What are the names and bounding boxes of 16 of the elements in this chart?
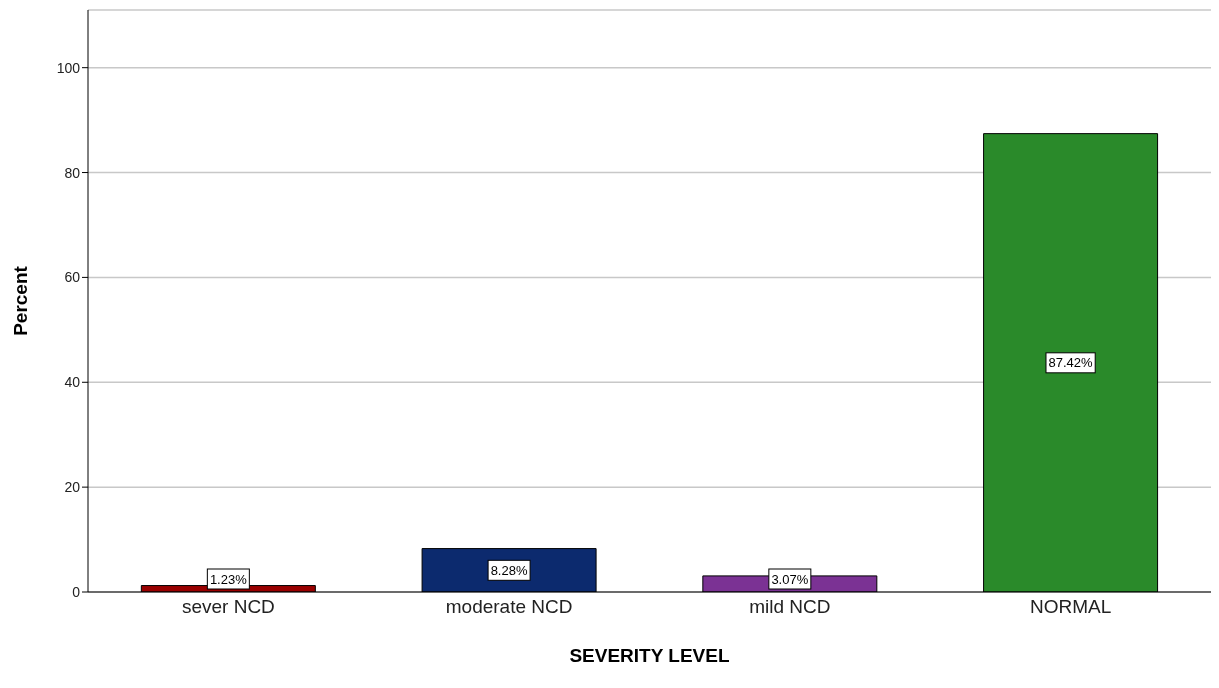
y-tick-label: 60 bbox=[64, 269, 81, 286]
x-tick-label: sever NCD bbox=[181, 596, 275, 618]
y-tick-label: 80 bbox=[64, 164, 81, 181]
y-tick-label: 40 bbox=[64, 374, 81, 391]
x-tick-label: mild NCD bbox=[749, 596, 831, 618]
y-tick-label: 100 bbox=[56, 59, 81, 76]
data-label: 8.28% bbox=[490, 562, 528, 578]
data-label: 1.23% bbox=[209, 571, 248, 587]
x-tick-label: moderate NCD bbox=[445, 596, 573, 618]
y-tick-label: 0 bbox=[72, 583, 81, 600]
y-tick-label: 20 bbox=[64, 479, 81, 496]
data-label: 87.42% bbox=[1048, 355, 1094, 371]
x-axis-title: SEVERITY LEVEL bbox=[569, 645, 730, 666]
x-tick-label: NORMAL bbox=[1029, 596, 1112, 618]
data-label: 3.07% bbox=[771, 571, 809, 587]
y-axis-title: Percent bbox=[9, 265, 31, 336]
